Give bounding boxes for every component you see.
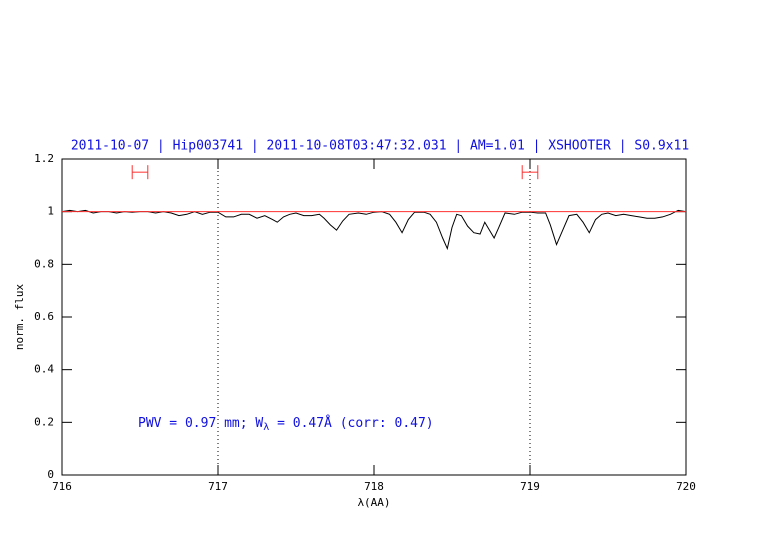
x-tick-label: 716	[52, 480, 72, 493]
y-tick-label: 0.4	[34, 363, 54, 376]
annotation-text: PWV = 0.97 mm; W	[138, 416, 263, 431]
x-axis-label: λ(AA)	[357, 496, 390, 509]
y-tick-label: 0.2	[34, 415, 54, 428]
region-marker	[131, 165, 149, 180]
annotation-subscript: λ	[263, 422, 269, 433]
chart-title: 2011-10-07 | Hip003741 | 2011-10-08T03:4…	[71, 139, 689, 154]
spectrum-line	[61, 209, 687, 251]
y-tick-label: 1	[47, 205, 54, 218]
annotation: PWV = 0.97 mm; Wλ = 0.47Å (corr: 0.47)	[138, 415, 434, 434]
x-tick-label: 717	[208, 480, 228, 493]
y-tick-label: 0.6	[34, 310, 54, 323]
y-axis-label: norm. flux	[13, 284, 26, 351]
region-marker	[521, 165, 539, 180]
y-tick-label: 1.2	[34, 152, 54, 165]
y-tick-label: 0	[47, 468, 54, 481]
annotation-text: = 0.47Å (corr: 0.47)	[269, 415, 433, 431]
x-tick-label: 718	[364, 480, 384, 493]
y-tick-label: 0.8	[34, 257, 54, 270]
x-tick-label: 720	[676, 480, 696, 493]
x-tick-label: 719	[520, 480, 540, 493]
